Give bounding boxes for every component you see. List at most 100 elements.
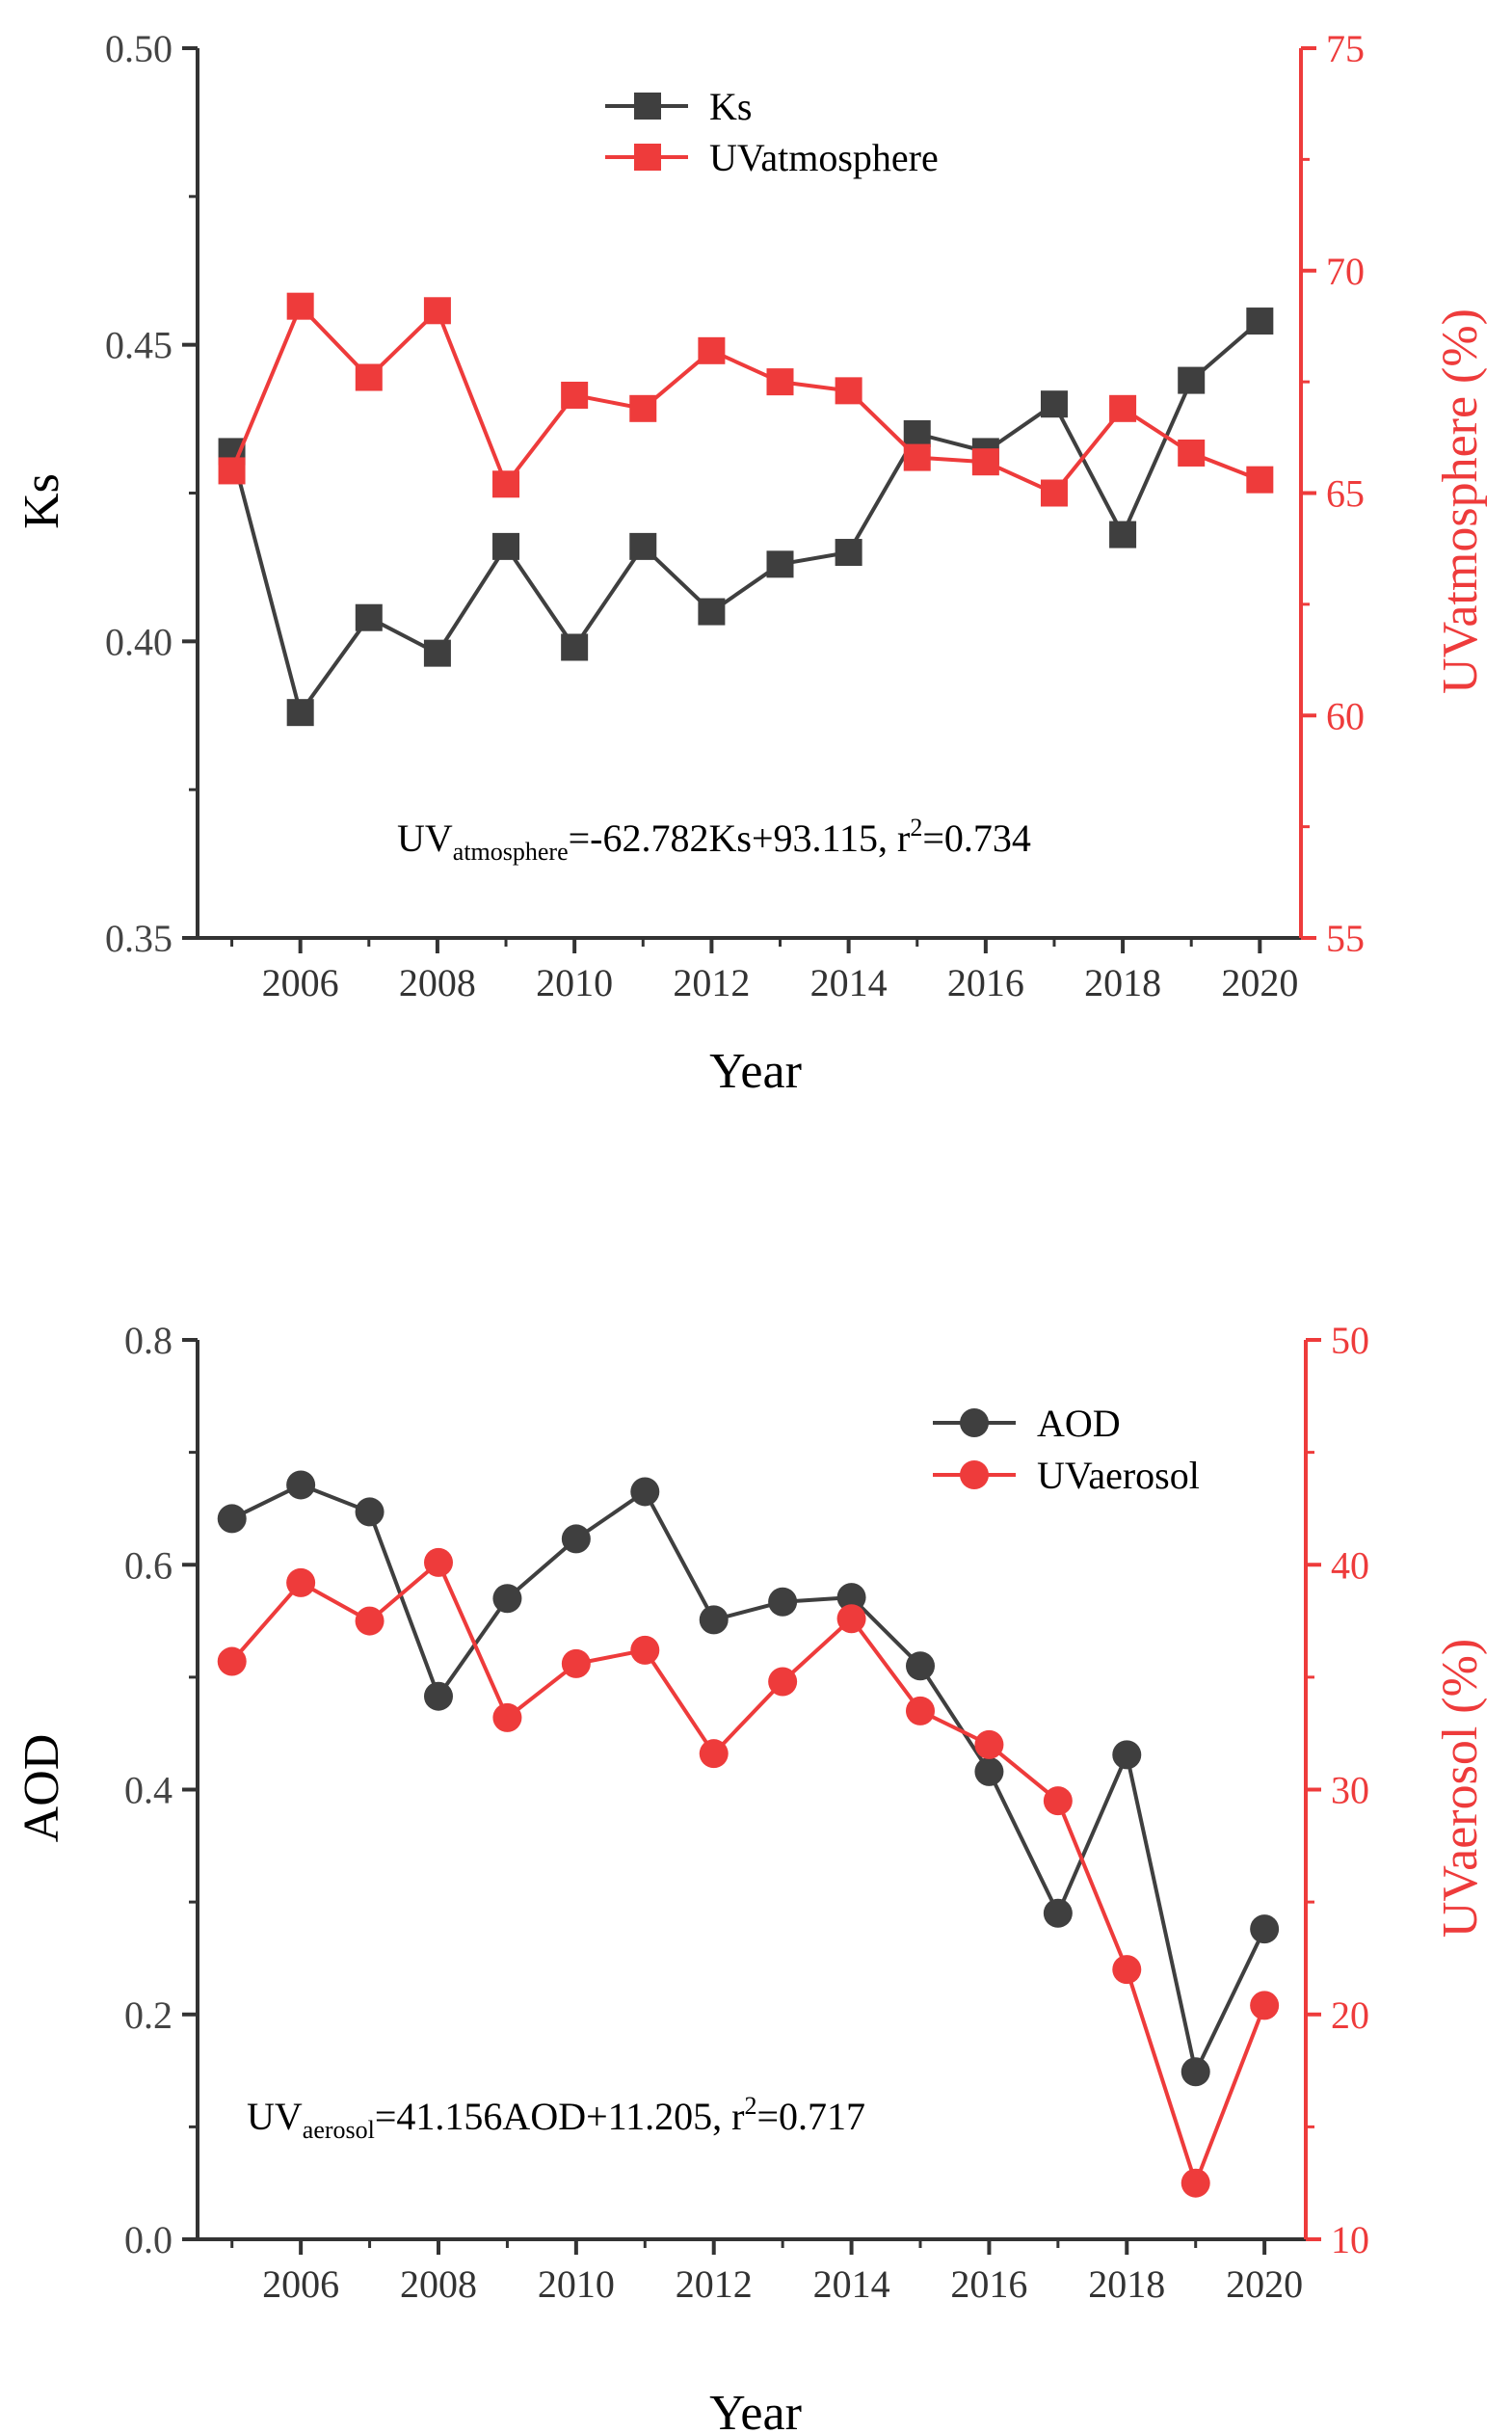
right-y-tick-label-1: 70 [1326, 250, 1365, 293]
data-point-ks [629, 532, 657, 560]
equation-body-1: =-62.782Ks+93.115, r [569, 816, 911, 860]
data-point-ks [698, 598, 726, 626]
data-point-ks [835, 539, 862, 567]
legend-marker-uvatmosphere [634, 144, 661, 171]
x-tick-label-1: 2018 [1084, 961, 1161, 1004]
aod-uvaerosol-chart: 0.0 0.2 0.4 0.6 0.8 10 20 30 40 50 2006 2008 2010 201… [14, 1319, 1488, 2434]
data-point-ks [903, 419, 931, 447]
left-y-tick-label-2: 0.2 [124, 1993, 172, 2037]
data-point-uvatmosphere [629, 394, 657, 422]
right-y-axis-title-2: UVaerosol (%) [1433, 1639, 1488, 1938]
equation-superscript-1: 2 [910, 814, 922, 842]
right-y-tick-label-1: 75 [1326, 27, 1365, 70]
data-point-uvaerosol [355, 1606, 385, 1636]
x-tick-label-1: 2010 [536, 961, 613, 1004]
data-point-aod [906, 1651, 935, 1681]
data-point-aod [1250, 1914, 1280, 1944]
x-tick-label-2: 2020 [1226, 2262, 1303, 2306]
x-tick-label-1: 2012 [673, 961, 750, 1004]
data-point-uvatmosphere [698, 336, 726, 364]
data-point-aod [699, 1605, 729, 1635]
data-point-uvaerosol [217, 1646, 247, 1676]
data-point-uvaerosol [836, 1604, 866, 1634]
equation-prefix-2: UV [247, 2095, 303, 2138]
data-point-aod [974, 1756, 1004, 1786]
data-point-aod [286, 1470, 316, 1500]
data-point-aod [492, 1584, 522, 1614]
data-point-uvatmosphere [1246, 466, 1274, 494]
data-point-uvaerosol [424, 1547, 453, 1577]
data-point-ks [561, 633, 589, 661]
data-point-aod [836, 1583, 866, 1613]
data-point-uvatmosphere [1109, 394, 1137, 422]
data-point-uvaerosol [1043, 1786, 1073, 1816]
legend-marker-uvaerosol [960, 1460, 989, 1489]
series-line-ks [229, 319, 1261, 715]
left-y-axis-title-2: AOD [14, 1734, 69, 1843]
x-tick-label-2: 2008 [400, 2262, 477, 2306]
left-y-tick-label-2: 0.4 [124, 1769, 172, 1812]
data-point-uvaerosol [492, 1702, 522, 1732]
x-tick-label-1: 2016 [947, 961, 1024, 1004]
data-point-uvatmosphere [561, 381, 589, 409]
data-point-ks [1246, 308, 1274, 335]
data-point-ks [766, 550, 794, 578]
data-point-uvaerosol [1250, 1991, 1280, 2020]
left-y-axis-title-1: Ks [14, 473, 69, 529]
data-point-uvaerosol [561, 1648, 591, 1678]
regression-equation-1: UVatmosphere=-62.782Ks+93.115, r2=0.734 [397, 814, 1031, 866]
right-y-tick-label-1: 65 [1326, 472, 1365, 516]
data-point-aod [1180, 2057, 1210, 2087]
data-point-aod [1112, 1740, 1142, 1770]
data-point-uvatmosphere [835, 377, 862, 405]
equation-superscript-2: 2 [745, 2092, 757, 2120]
equation-suffix-1: =0.734 [922, 816, 1031, 860]
equation-body-2: =41.156AOD+11.205, r [375, 2095, 745, 2138]
data-point-uvatmosphere [355, 363, 383, 391]
data-point-aod [424, 1681, 453, 1711]
equation-subscript-2: aerosol [303, 2116, 375, 2144]
series-line-aod [230, 1483, 1266, 2074]
data-point-uvaerosol [1112, 1955, 1142, 1985]
data-point-ks [492, 532, 520, 560]
right-y-tick-label-2: 50 [1331, 1319, 1369, 1362]
regression-equation-2: UVaerosol=41.156AOD+11.205, r2=0.717 [247, 2092, 865, 2144]
x-tick-label-2: 2014 [813, 2262, 890, 2306]
equation-suffix-2: =0.717 [757, 2095, 866, 2138]
data-point-uvatmosphere [1178, 439, 1206, 467]
ks-uvatmosphere-chart: 0.35 0.40 0.45 0.50 55 60 65 70 75 2006 2008 2010 20… [14, 27, 1488, 1099]
right-y-tick-label-2: 30 [1331, 1769, 1369, 1812]
x-tick-label-2: 2006 [262, 2262, 339, 2306]
x-tick-label-2: 2012 [676, 2262, 753, 2306]
right-y-tick-label-2: 10 [1331, 2218, 1369, 2261]
data-point-uvatmosphere [766, 368, 794, 396]
data-point-ks [286, 699, 314, 727]
data-point-ks [355, 603, 383, 631]
legend-entry-uvaerosol: UVaerosol [933, 1454, 1200, 1497]
legend-label-ks: Ks [709, 85, 752, 128]
legend-2: AOD UVaerosol [933, 1402, 1200, 1497]
x-axis-title-1: Year [709, 1044, 802, 1099]
right-y-tick-label-2: 40 [1331, 1543, 1369, 1587]
legend-entry-ks: Ks [605, 85, 752, 128]
left-y-tick-label-1: 0.35 [105, 917, 172, 960]
x-tick-label-1: 2014 [810, 961, 888, 1004]
legend-entry-aod: AOD [933, 1402, 1121, 1445]
data-point-ks [1040, 390, 1068, 418]
right-y-axis-title-1: UVatmosphere (%) [1433, 308, 1488, 694]
legend-label-aod: AOD [1037, 1402, 1121, 1445]
data-point-uvatmosphere [971, 448, 999, 476]
left-y-tick-label-2: 0.6 [124, 1543, 172, 1587]
data-point-uvaerosol [1180, 2168, 1210, 2198]
data-point-uvaerosol [906, 1696, 935, 1725]
equation-prefix-1: UV [397, 816, 453, 860]
data-point-aod [768, 1587, 798, 1617]
data-point-uvatmosphere [492, 470, 520, 498]
data-point-aod [630, 1477, 660, 1507]
legend-label-uvaerosol: UVaerosol [1037, 1454, 1200, 1497]
data-point-ks [423, 639, 451, 667]
data-point-aod [1043, 1898, 1073, 1928]
data-point-uvaerosol [286, 1567, 316, 1597]
series-line-uvatmosphere [229, 304, 1261, 495]
left-y-tick-label-1: 0.45 [105, 324, 172, 367]
